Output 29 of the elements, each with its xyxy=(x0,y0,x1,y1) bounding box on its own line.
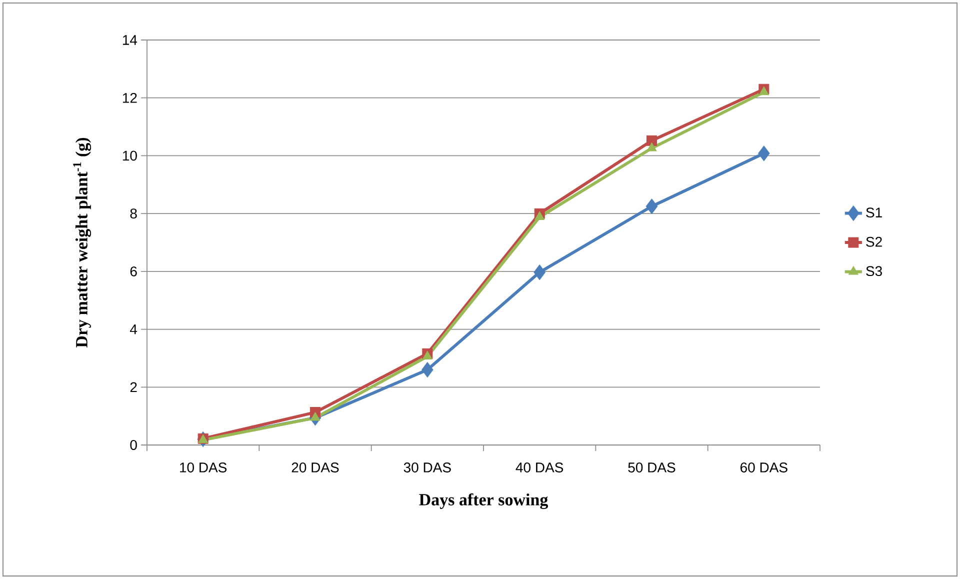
point xyxy=(758,86,769,96)
y-tick-label: 6 xyxy=(130,266,137,276)
y-tick-label: 4 xyxy=(130,324,138,334)
legend-label: S2 xyxy=(866,236,882,247)
y-tick-label: 10 xyxy=(122,150,137,161)
point xyxy=(646,135,658,146)
point xyxy=(646,142,657,152)
point xyxy=(534,211,545,220)
x-tick-label: 30 DAS xyxy=(404,462,451,472)
y-tick-label: 8 xyxy=(130,208,137,219)
x-tick-label: 40 DAS xyxy=(516,462,564,472)
x-tick-label: 10 DAS xyxy=(180,462,227,472)
point xyxy=(422,362,434,378)
x-tick-label: 50 DAS xyxy=(628,462,676,472)
legend-label: S3 xyxy=(866,266,882,276)
y-axis-title: Dry matter weight plant$^{-1}$ (g) xyxy=(73,138,92,348)
x-tick-label: 20 DAS xyxy=(292,462,339,472)
y-tick-label: 12 xyxy=(122,92,137,103)
y-tick-label: 2 xyxy=(130,382,137,392)
y-tick-label: 0 xyxy=(130,440,137,450)
point xyxy=(646,198,658,214)
legend-label: S1 xyxy=(866,208,882,218)
point xyxy=(758,146,770,162)
point xyxy=(422,350,432,360)
point xyxy=(534,264,546,280)
y-tick-label: 14 xyxy=(122,35,138,45)
x-axis-title: Days after sowing xyxy=(419,493,548,510)
x-tick-label: 60 DAS xyxy=(740,462,788,472)
point xyxy=(310,412,320,421)
